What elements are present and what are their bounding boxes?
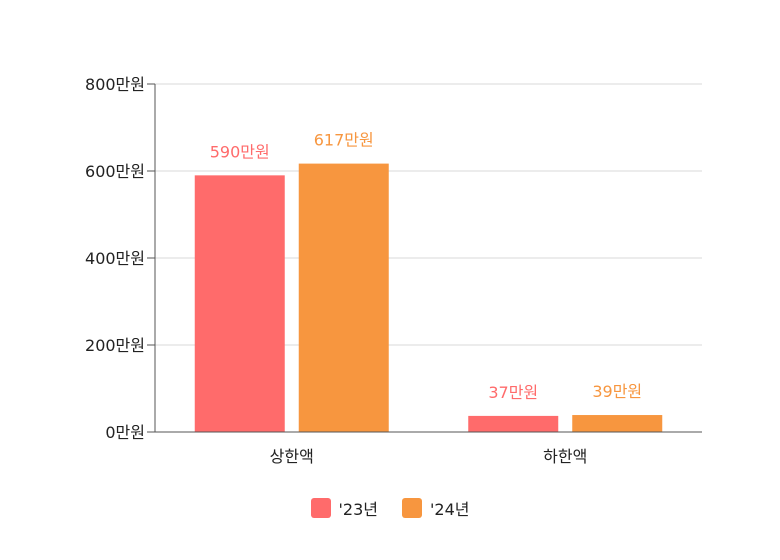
legend: '23년 '24년 (0, 496, 780, 520)
bar (572, 415, 663, 432)
bar (468, 415, 559, 432)
x-tick-label: 상한액 (270, 447, 314, 466)
y-tick-label: 0만원 (105, 423, 145, 442)
data-label: 39만원 (592, 382, 642, 401)
legend-label-2023: '23년 (338, 500, 378, 519)
bars (194, 163, 663, 433)
y-tick-label: 600만원 (85, 162, 145, 181)
bar (298, 163, 389, 433)
y-tick-label: 800만원 (85, 75, 145, 94)
legend-swatch-2024 (402, 498, 422, 518)
x-axis-ticks: 상한액 하한액 (270, 447, 588, 466)
legend-item-2024: '24년 (402, 496, 469, 520)
bar-chart-canvas: 0만원 200만원 400만원 600만원 800만원 590만원 617만원 37만원 39… (85, 75, 702, 466)
legend-item-2023: '23년 (310, 496, 378, 520)
data-label: 590만원 (210, 142, 270, 161)
data-labels: 590만원 617만원 37만원 39만원 (210, 131, 642, 402)
y-axis-ticks: 0만원 200만원 400만원 600만원 800만원 (85, 75, 155, 442)
bar (194, 175, 285, 432)
legend-label-2024: '24년 (430, 500, 470, 519)
legend-swatch-2023 (310, 498, 331, 518)
x-tick-label: 하한액 (543, 447, 587, 466)
data-label: 37만원 (488, 383, 538, 402)
data-label: 617만원 (314, 131, 374, 150)
y-tick-label: 200만원 (85, 336, 145, 355)
y-tick-label: 400만원 (85, 249, 145, 268)
